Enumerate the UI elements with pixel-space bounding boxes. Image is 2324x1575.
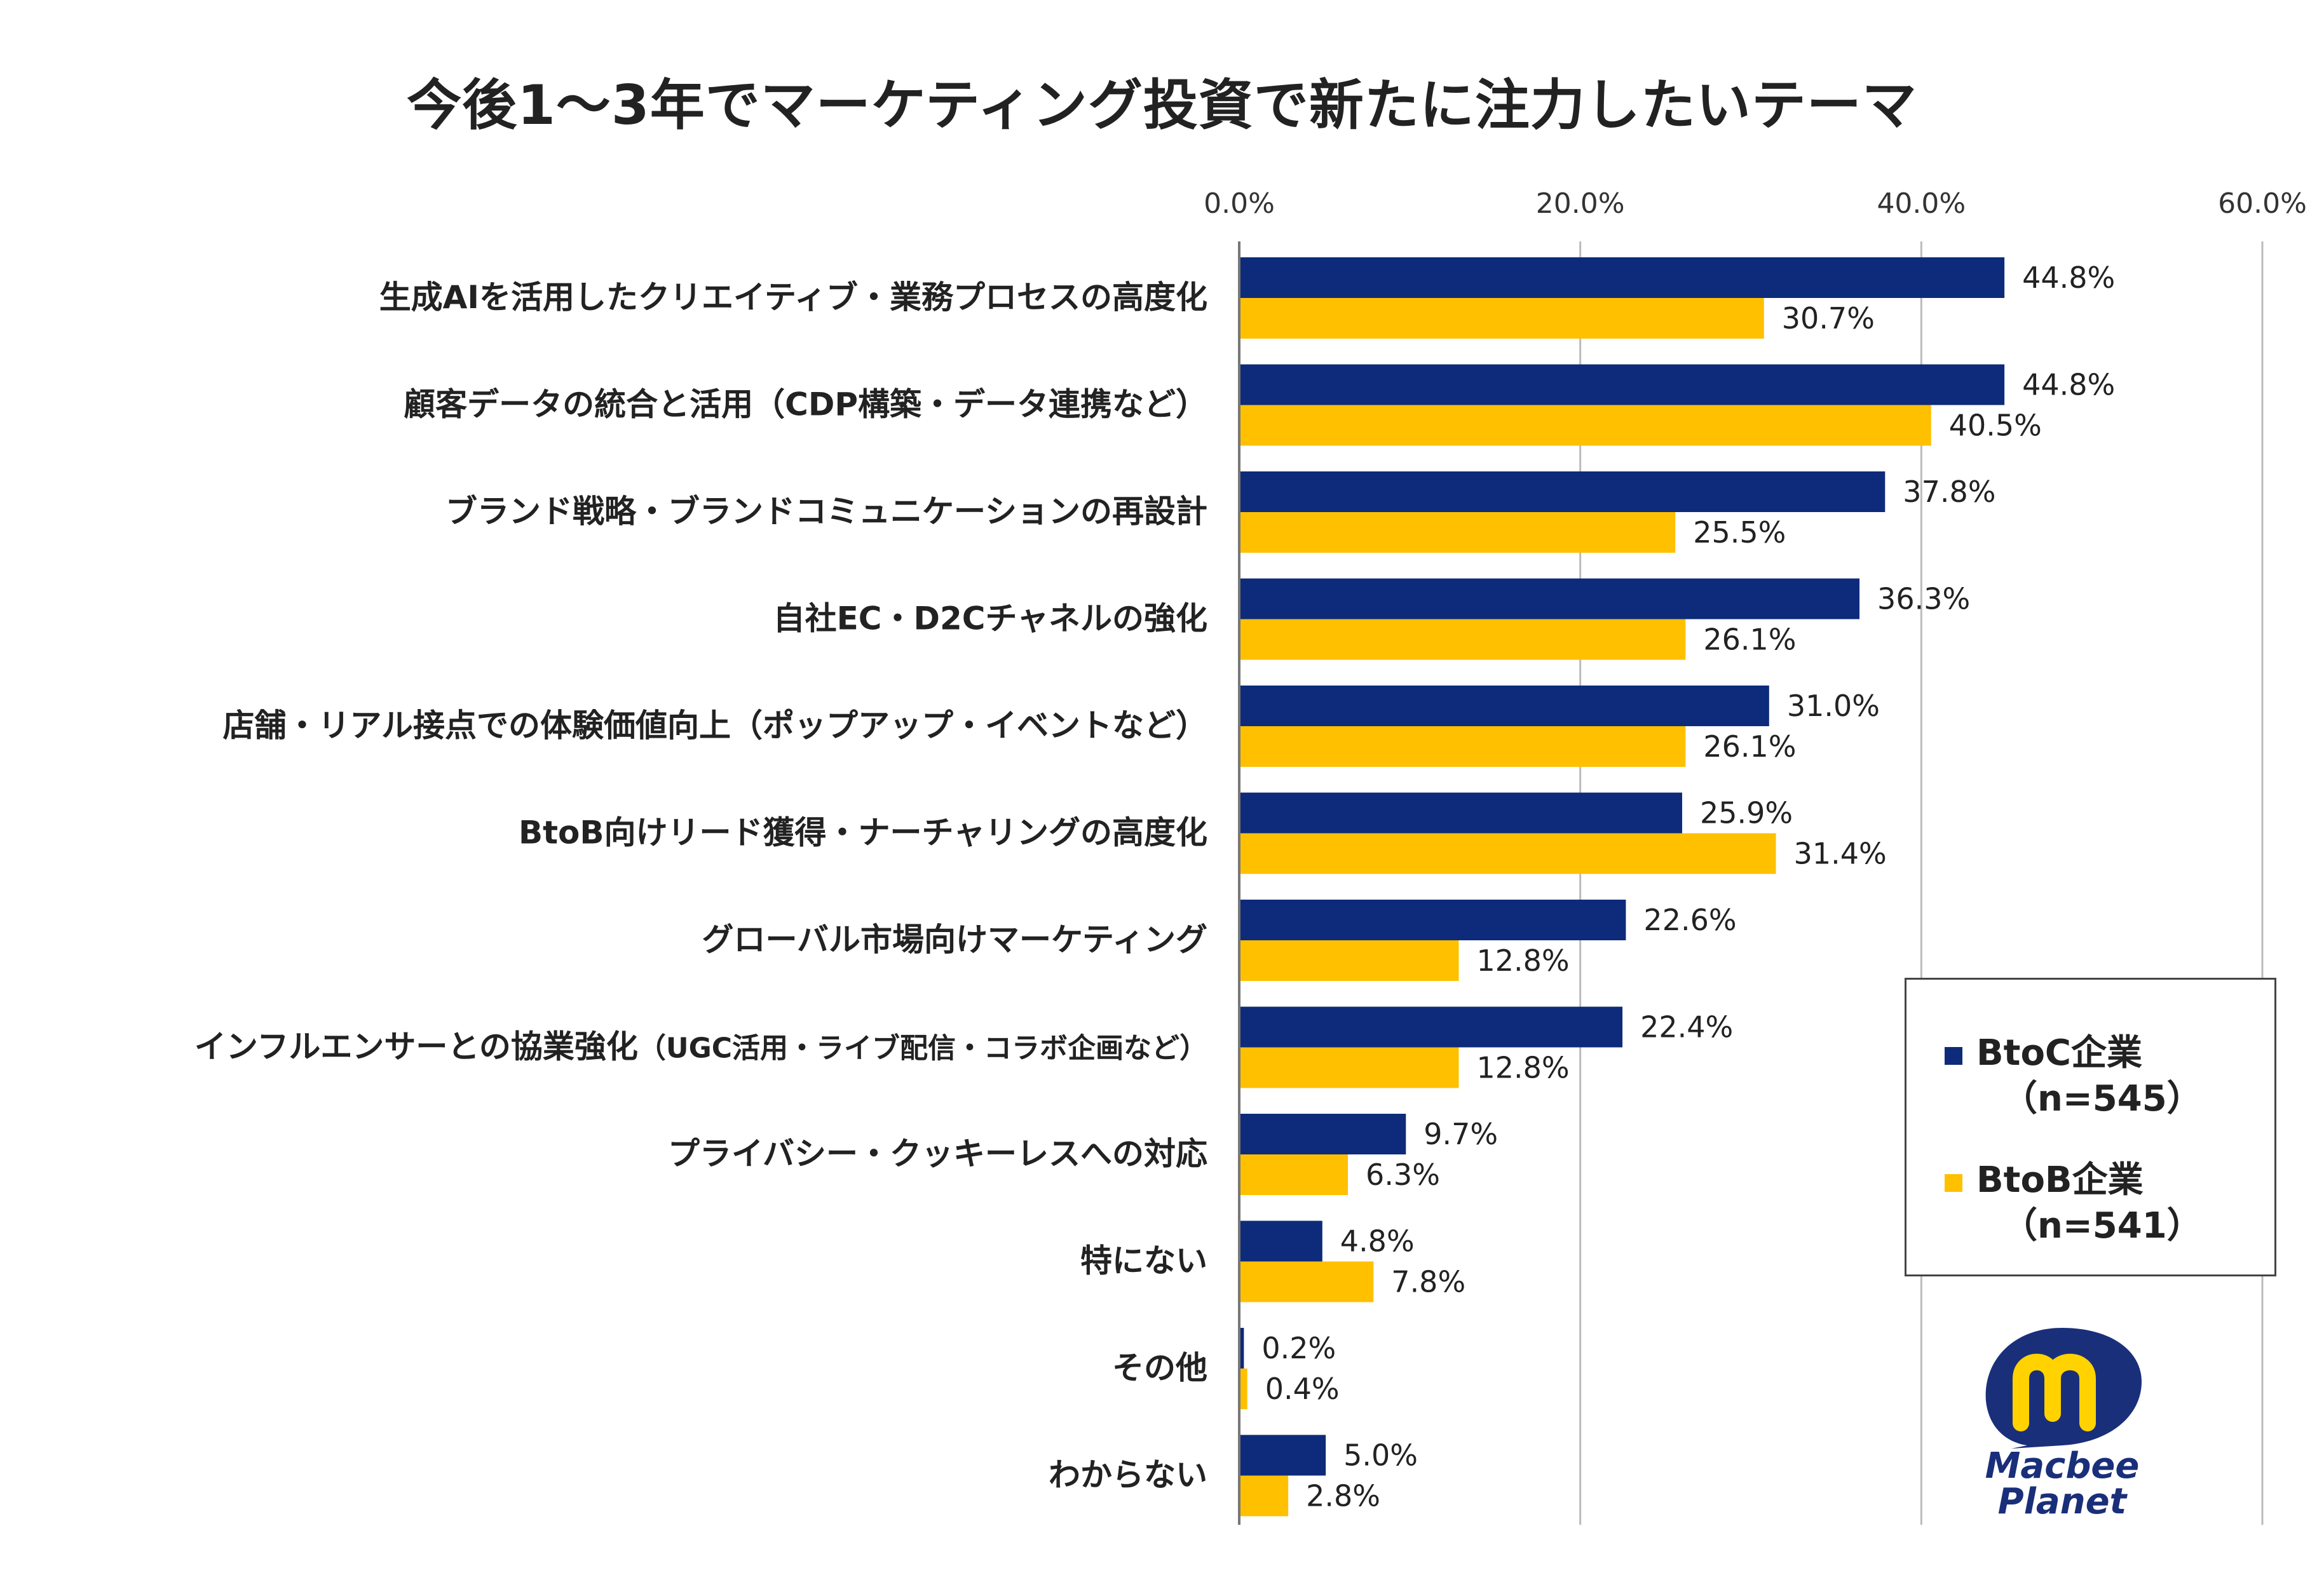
value-label-btob: 2.8% (1306, 1479, 1380, 1513)
value-label-btob: 7.8% (1391, 1265, 1465, 1299)
bar-btoc (1240, 1435, 1326, 1476)
x-tick-label: 20.0% (1536, 187, 1625, 220)
bar-btoc (1240, 1220, 1322, 1262)
value-label-btob: 40.5% (1949, 409, 2042, 443)
value-label-btob: 26.1% (1703, 623, 1796, 657)
bar-btoc (1240, 1006, 1623, 1048)
value-label-btoc: 9.7% (1424, 1117, 1498, 1151)
category-label: 生成AIを活用したクリエイティブ・業務プロセスの高度化 (379, 279, 1207, 316)
value-label-btob: 12.8% (1476, 943, 1569, 978)
bar-btoc (1240, 257, 2005, 298)
category-label: わからない (1049, 1457, 1207, 1494)
chart-title: 今後1～3年でマーケティング投資で新たに注力したいテーマ (407, 74, 1917, 137)
category-label: プライバシー・クッキーレスへの対応 (668, 1135, 1207, 1172)
category-label: グローバル市場向けマーケティング (702, 921, 1208, 958)
bar-btob (1240, 940, 1459, 981)
category-label: 顧客データの統合と活用（CDP構築・データ連携など） (404, 386, 1207, 423)
bar-btob (1240, 1261, 1374, 1302)
bar-btoc (1240, 792, 1682, 834)
value-label-btob: 26.1% (1703, 729, 1796, 764)
legend-item-btoc: BtoC企業 （n=545） (1945, 1031, 2203, 1122)
grid (1238, 241, 2264, 1525)
category-label: BtoB向けリード獲得・ナーチャリングの高度化 (519, 815, 1207, 851)
logo-line-2: Planet (1997, 1481, 2127, 1522)
category-label: 店舗・リアル接点での体験価値向上（ポップアップ・イベントなど） (223, 707, 1208, 744)
value-label-btoc: 44.8% (2022, 260, 2115, 295)
legend-swatch-btob (1945, 1174, 1962, 1192)
value-label-btob: 6.3% (1366, 1158, 1440, 1192)
value-label-btob: 31.4% (1794, 837, 1887, 871)
bar-btob (1240, 619, 1686, 660)
value-label-btoc: 31.0% (1787, 689, 1880, 723)
bar-btob (1240, 726, 1686, 767)
value-label-btoc: 22.6% (1643, 903, 1736, 937)
x-tick-label: 0.0% (1204, 187, 1275, 220)
bar-btoc (1240, 686, 1769, 726)
bar-btoc (1240, 578, 1860, 619)
bar-btoc (1240, 471, 1886, 512)
x-tick-label: 40.0% (1877, 187, 1966, 220)
bar-btob (1240, 833, 1776, 874)
logo-text: Macbee Planet (1967, 1449, 2158, 1520)
value-label-btob: 25.5% (1693, 515, 1786, 550)
logo-line-1: Macbee (1985, 1445, 2140, 1487)
bar-btob (1240, 405, 1931, 446)
x-tick-label: 60.0% (2218, 187, 2307, 220)
macbee-planet-logo: Macbee Planet (1967, 1318, 2158, 1528)
bar-btob (1240, 1047, 1459, 1088)
labels: 0.0% 20.0% 40.0% 60.0% 生成AIを活用したクリエイティブ・業務プロ… (194, 187, 2307, 1513)
bar-btob (1240, 1475, 1289, 1517)
legend: BtoC企業 （n=545） BtoB企業 （n=541） (1905, 978, 2276, 1276)
category-label-suffix: （UGC活用・ライブ配信・コラボ企画など） (638, 1032, 1207, 1065)
bar-btoc (1240, 364, 2005, 405)
value-label-btob: 12.8% (1476, 1051, 1569, 1085)
value-label-btoc: 37.8% (1903, 475, 1995, 509)
logo-mark-icon (1985, 1328, 2142, 1449)
value-label-btoc: 0.2% (1261, 1331, 1336, 1365)
legend-swatch-btoc (1945, 1047, 1962, 1065)
bar-btoc (1240, 1328, 1244, 1369)
value-label-btoc: 44.8% (2022, 368, 2115, 402)
category-label: 自社EC・D2Cチャネルの強化 (773, 600, 1207, 637)
legend-n-btoc: （n=545） (2002, 1078, 2203, 1119)
bar-btoc (1240, 900, 1626, 940)
legend-item-btob: BtoB企業 （n=541） (1945, 1158, 2203, 1249)
category-label: インフルエンサーとの協業強化（UGC活用・ライブ配信・コラボ企画など） (194, 1029, 1207, 1065)
bar-btob (1240, 1369, 1247, 1409)
value-label-btob: 0.4% (1265, 1372, 1340, 1406)
category-label: ブランド戦略・ブランドコミュニケーションの再設計 (445, 493, 1207, 530)
bar-btob (1240, 298, 1764, 339)
legend-n-btob: （n=541） (2002, 1205, 2203, 1247)
value-label-btoc: 4.8% (1340, 1224, 1415, 1259)
value-label-btoc: 25.9% (1700, 796, 1793, 830)
value-label-btoc: 22.4% (1640, 1010, 1733, 1044)
legend-label-btoc: BtoC企業 (1976, 1032, 2143, 1074)
bar-btob (1240, 1154, 1349, 1195)
legend-label-btob: BtoB企業 (1976, 1159, 2144, 1201)
category-label: その他 (1112, 1349, 1207, 1386)
value-label-btoc: 5.0% (1343, 1438, 1418, 1473)
bars (1240, 257, 2005, 1517)
category-label-main: インフルエンサーとの協業強化 (194, 1029, 638, 1065)
category-label: 特にない (1080, 1243, 1207, 1280)
value-label-btob: 30.7% (1782, 301, 1875, 335)
bar-btoc (1240, 1114, 1406, 1154)
value-label-btoc: 36.3% (1877, 582, 1970, 616)
bar-btob (1240, 512, 1676, 553)
